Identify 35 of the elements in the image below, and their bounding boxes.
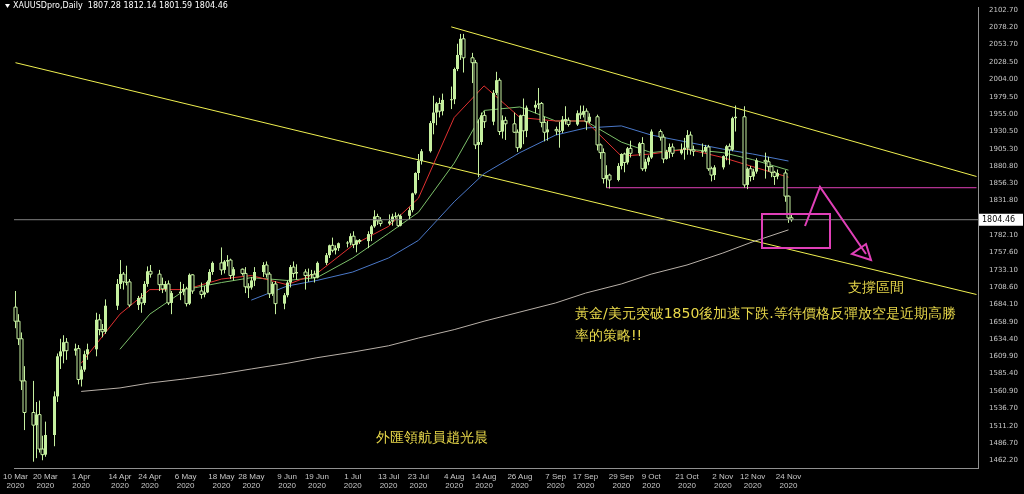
chart-title: XAUUSDpro,Daily 1807.28 1812.14 1801.59 1804.46 <box>13 1 228 11</box>
x-tick-label: 13 Jul 2020 <box>377 472 400 490</box>
annotation: 外匯領航員趙光晨 <box>376 429 488 445</box>
x-tick-label: 24 Apr 2020 <box>138 472 162 490</box>
x-tick-label: 2 Nov 2020 <box>712 472 734 490</box>
annotation: 支撐區間 <box>848 279 904 295</box>
candlestick <box>303 268 308 291</box>
x-tick-label: 14 Apr 2020 <box>108 472 132 490</box>
candlestick <box>441 93 444 116</box>
x-tick-label: 24 Nov 2020 <box>775 472 802 490</box>
x-tick-label: 10 Mar 2020 <box>3 472 29 490</box>
x-tick-label: 28 May 2020 <box>238 472 265 490</box>
x-tick-label: 21 Oct 2020 <box>675 472 700 490</box>
x-tick-label: 26 Aug 2020 <box>507 472 533 490</box>
x-tick-label: 9 Oct 2020 <box>641 472 662 490</box>
candlestick <box>44 421 47 458</box>
candlestick <box>253 266 256 287</box>
x-tick-label: 1 Jul 2020 <box>343 472 363 490</box>
x-tick-label: 17 Sep 2020 <box>572 472 599 490</box>
x-tick-label: 6 May 2020 <box>174 472 197 490</box>
annotation: 黃金/美元突破1850後加速下跌.等待價格反彈放空是近期高勝率的策略!! <box>575 305 956 343</box>
ref-line-label: 1804.46 <box>982 214 1016 224</box>
x-tick-label: 12 Nov 2020 <box>739 472 766 490</box>
x-tick-label: 7 Sep 2020 <box>545 472 567 490</box>
candlestick <box>546 120 549 142</box>
x-tick-label: 19 Jun 2020 <box>304 472 329 490</box>
x-tick-label: 1 Apr 2020 <box>71 472 91 490</box>
candlestick <box>521 98 526 145</box>
x-tick-label: 29 Sep 2020 <box>608 472 635 490</box>
x-tick-label: 18 May 2020 <box>208 472 235 490</box>
x-tick-label: 4 Aug 2020 <box>443 472 465 490</box>
x-tick-label: 14 Aug 2020 <box>471 472 497 490</box>
x-tick-label: 9 Jun 2020 <box>277 472 297 490</box>
x-tick-label: 23 Jul 2020 <box>407 472 430 490</box>
x-tick-label: 20 Mar 2020 <box>32 472 59 490</box>
